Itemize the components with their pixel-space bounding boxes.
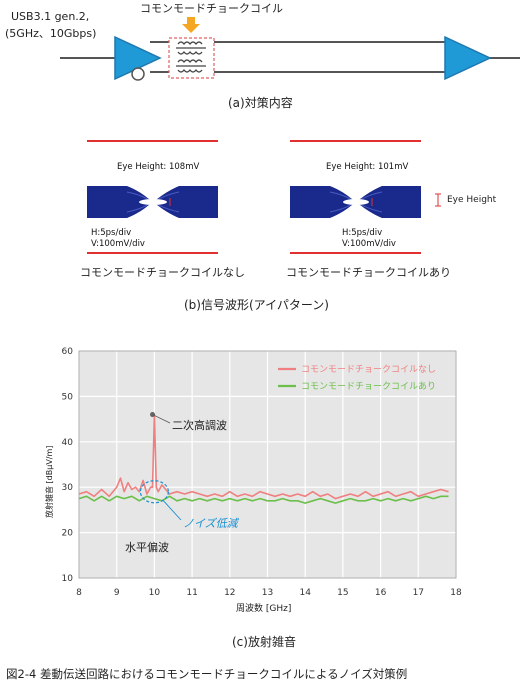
choke-coil-icon	[176, 41, 206, 73]
v-div-left: V:100mV/div	[91, 239, 145, 249]
eye-height-right: Eye Height: 101mV	[326, 162, 409, 172]
x-tick-label: 14	[299, 588, 311, 598]
y-tick-label: 60	[62, 347, 74, 357]
eye-caption-left: コモンモードチョークコイルなし	[80, 266, 245, 279]
x-tick-label: 16	[375, 588, 387, 598]
figure-caption: 図2-4 差動伝送回路におけるコモンモードチョークコイルによるノイズ対策例	[6, 667, 408, 681]
choke-label: コモンモードチョークコイル	[140, 2, 283, 15]
eye-caption-right: コモンモードチョークコイルあり	[286, 266, 451, 279]
series-line-with-coil	[78, 495, 449, 504]
x-tick-label: 12	[224, 588, 235, 598]
inverter-bubble-icon	[131, 67, 145, 81]
x-tick-label: 15	[337, 588, 348, 598]
x-tick-label: 10	[149, 588, 161, 598]
y-tick-label: 30	[62, 483, 74, 493]
chart-ylabel: 放射雑音 [dBμV/m]	[45, 445, 54, 518]
eye-height-side-label: Eye Height	[447, 195, 497, 205]
x-tick-label: 8	[76, 588, 82, 598]
usb-label-line1: USB3.1 gen.2,	[11, 10, 90, 23]
eye-height-marker-icon	[435, 193, 441, 207]
y-tick-label: 50	[62, 392, 74, 402]
peak-annotation: 二次高調波	[172, 419, 227, 432]
v-div-right: V:100mV/div	[342, 239, 396, 249]
h-div-left: H:5ps/div	[91, 228, 132, 238]
noise-reduction-annotation: ノイズ低減	[183, 517, 238, 530]
caption-b: (b)信号波形(アイパターン)	[184, 298, 329, 312]
circuit-diagram	[60, 17, 520, 81]
down-arrow-icon	[182, 17, 200, 33]
eye-diagram-right: Eye Height: 101mV H:5ps/div V:100mV/div	[290, 140, 421, 254]
y-tick-label: 10	[62, 574, 74, 584]
peak-leader-line	[152, 414, 171, 424]
caption-a: (a)対策内容	[228, 96, 293, 110]
eye-height-left: Eye Height: 108mV	[117, 162, 200, 172]
polarization-annotation: 水平偏波	[125, 541, 169, 554]
legend-label: コモンモードチョークコイルなし	[301, 364, 436, 375]
caption-c: (c)放射雑音	[232, 635, 296, 649]
x-tick-label: 11	[186, 588, 197, 598]
chart-xlabel: 周波数 [GHz]	[236, 604, 292, 614]
x-tick-label: 13	[262, 588, 273, 598]
receiver-buffer-icon	[444, 35, 492, 81]
h-div-right: H:5ps/div	[342, 228, 383, 238]
plot-frame	[78, 350, 457, 579]
legend-label: コモンモードチョークコイルあり	[301, 381, 436, 392]
eye-pattern-left-graphic	[87, 186, 218, 218]
series-line-without-coil	[78, 413, 449, 500]
y-tick-label: 40	[62, 438, 74, 448]
x-tick-label: 9	[114, 588, 120, 598]
x-tick-label: 18	[450, 588, 462, 598]
usb-label-line2: (5GHz、10Gbps)	[5, 27, 97, 40]
emission-chart: 8 9 10 11 12 13 14 15 16 17 18 10 20 30 40 50 60 コモンモードチョ…	[62, 347, 462, 598]
eye-diagram-left: Eye Height: 108mV H:5ps/div V:100mV/div	[87, 140, 218, 254]
x-tick-label: 17	[413, 588, 424, 598]
eye-pattern-right-graphic	[290, 186, 421, 218]
y-tick-label: 20	[62, 529, 74, 539]
noise-leader-line	[163, 500, 182, 521]
